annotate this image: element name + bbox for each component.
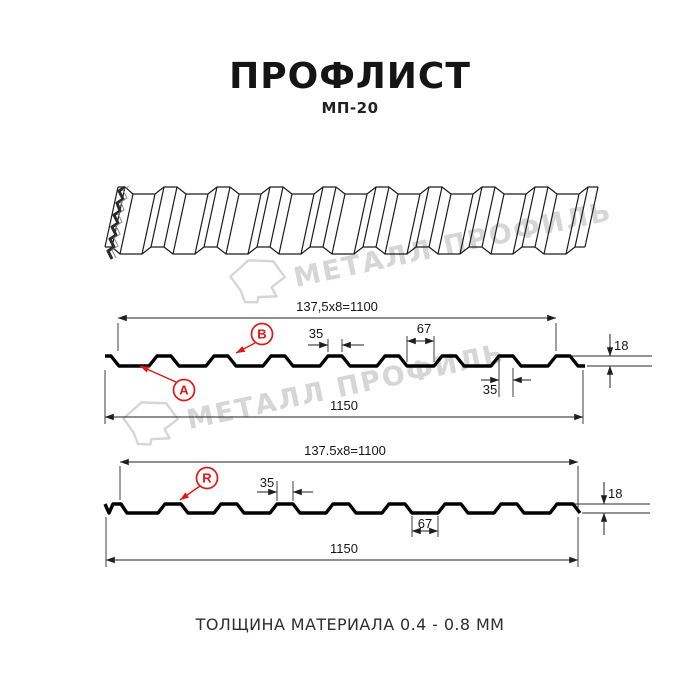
dim-height-top-value: 18 — [614, 338, 628, 353]
dim-groove-top: 67 — [406, 321, 435, 362]
watermark-logo-icon — [122, 401, 179, 446]
sheet-cut-edge — [106, 185, 126, 260]
dim-pitch-top: 137,5x8=1100 — [117, 299, 557, 351]
label-r-circle — [195, 466, 219, 490]
dim-groove-bottom-value: 67 — [418, 516, 432, 531]
watermark-logo-icon — [229, 259, 286, 304]
cross-section-bottom: 137.5x8=1100 R 35 — [103, 443, 650, 567]
dim-overall-bottom-value: 1150 — [330, 541, 358, 556]
watermark-text: МЕТАЛЛ ПРОФИЛЬ — [291, 196, 615, 294]
label-a-callout: A — [139, 365, 196, 402]
page-title: ПРОФЛИСТ — [229, 56, 471, 97]
dim-overall-top: 1150 — [104, 370, 584, 424]
sheet-cut-edge-echo — [111, 185, 130, 259]
material-thickness-note: ТОЛЩИНА МАТЕРИАЛА 0.4 - 0.8 ММ — [195, 615, 505, 634]
dim-groove-top-value: 67 — [417, 321, 431, 336]
label-r-letter: R — [202, 471, 212, 486]
perspective-view — [104, 185, 599, 260]
profile-outline-bottom — [103, 502, 582, 515]
page-subtitle: МП-20 — [321, 99, 379, 117]
label-a-circle — [172, 378, 196, 402]
dim-pitch-bottom: 137.5x8=1100 — [119, 443, 579, 509]
dim-height-top: 18 — [572, 334, 652, 388]
dim-rib-width-bottom: 35 — [257, 475, 313, 501]
label-r-callout: R — [179, 466, 219, 501]
label-b-callout: B — [235, 322, 274, 354]
dim-overall-top-value: 1150 — [330, 398, 358, 413]
dim-rib-width-top: 35 — [308, 326, 364, 352]
cross-section-top: 137,5x8=1100 B A 35 — [104, 299, 652, 424]
watermark-top: МЕТАЛЛ ПРОФИЛЬ — [229, 196, 615, 304]
profile-outline-top — [105, 354, 585, 368]
dim-height-bottom: 18 — [575, 482, 650, 535]
sheet-front-edge — [105, 246, 585, 255]
label-b-circle — [250, 322, 274, 346]
dim-height-bottom-value: 18 — [608, 486, 622, 501]
sheet-back-edge — [118, 186, 598, 195]
dim-rib-width-top-2-value: 35 — [483, 382, 497, 397]
label-b-letter: B — [257, 327, 266, 342]
label-a-letter: A — [179, 383, 189, 398]
dim-pitch-bottom-value: 137.5x8=1100 — [304, 443, 386, 458]
dim-rib-width-top-2: 35 — [481, 356, 531, 397]
dim-rib-width-bottom-value: 35 — [260, 475, 274, 490]
dim-rib-width-top-value: 35 — [309, 326, 323, 341]
dim-overall-bottom: 1150 — [105, 517, 579, 567]
sheet-rib-edges — [104, 186, 599, 255]
watermark-text: МЕТАЛЛ ПРОФИЛЬ — [184, 338, 508, 436]
dim-groove-bottom: 67 — [411, 516, 439, 537]
dim-pitch-top-value: 137,5x8=1100 — [296, 299, 378, 314]
